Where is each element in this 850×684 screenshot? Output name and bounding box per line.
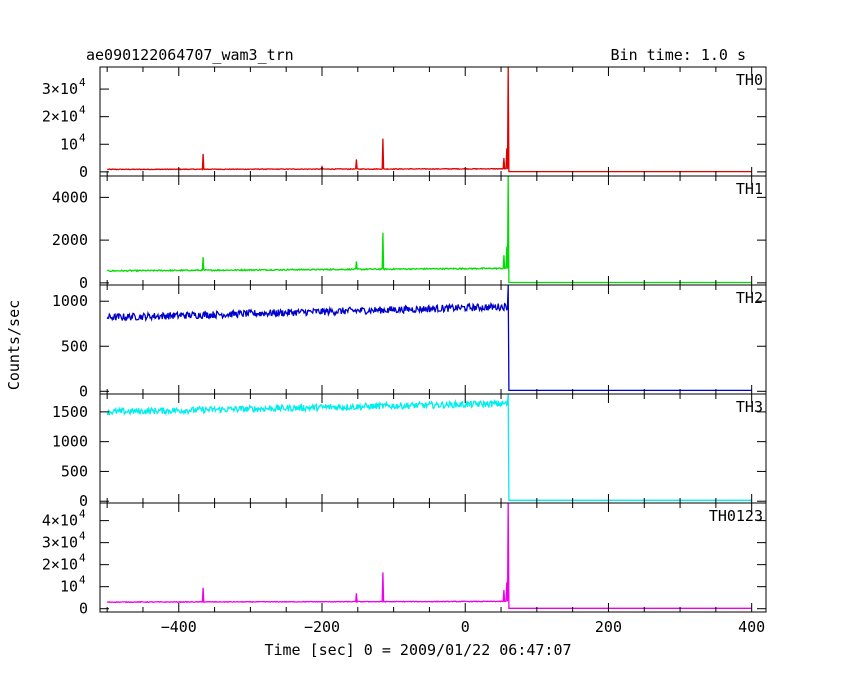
chart-title: ae090122064707_wam3_trn xyxy=(86,46,294,64)
series-th0123 xyxy=(106,502,752,609)
panel-label-th2: TH2 xyxy=(736,289,763,307)
panel-label-th0: TH0 xyxy=(736,71,763,89)
y-tick-exponent: 4 xyxy=(79,76,86,89)
y-tick-exponent: 4 xyxy=(79,530,86,543)
y-axis-label: Counts/sec xyxy=(5,300,23,390)
y-tick-exponent: 4 xyxy=(79,574,86,587)
y-tick-exponent: 4 xyxy=(79,104,86,117)
y-tick-label: 2000 xyxy=(52,231,88,249)
series-th2 xyxy=(106,284,752,392)
series-th0 xyxy=(107,66,752,173)
bin-time-label: Bin time: 1.0 s xyxy=(611,46,746,64)
series-th3 xyxy=(106,393,752,501)
y-tick-label: 1000 xyxy=(52,433,88,451)
y-tick-label: 1000 xyxy=(52,292,88,310)
x-tick-label: −400 xyxy=(161,618,197,636)
y-tick-label: 0 xyxy=(79,163,88,181)
y-tick-label: 4000 xyxy=(52,188,88,206)
y-tick-label: 3×10 xyxy=(42,80,78,98)
y-tick-label: 2×10 xyxy=(42,108,78,126)
panel-frame-th0123 xyxy=(99,502,767,613)
y-tick-label: 2×10 xyxy=(42,556,78,574)
y-tick-label: 10 xyxy=(60,135,78,153)
panel-frame-th2 xyxy=(99,284,767,395)
y-tick-label: 0 xyxy=(79,492,88,510)
x-tick-label: −200 xyxy=(304,618,340,636)
panel-label-th0123: TH0123 xyxy=(709,507,763,525)
y-tick-label: 10 xyxy=(60,578,78,596)
y-tick-label: 500 xyxy=(61,462,88,480)
x-tick-label: 200 xyxy=(595,618,622,636)
x-tick-label: 0 xyxy=(461,618,470,636)
panel-frame-th3 xyxy=(99,393,767,504)
panel-label-th1: TH1 xyxy=(736,180,763,198)
y-tick-label: 0 xyxy=(79,274,88,292)
y-tick-label: 4×10 xyxy=(42,512,78,530)
panel-label-th3: TH3 xyxy=(736,398,763,416)
series-th1 xyxy=(107,175,752,284)
y-tick-exponent: 4 xyxy=(79,552,86,565)
y-tick-label: 1500 xyxy=(52,403,88,421)
y-tick-label: 3×10 xyxy=(42,534,78,552)
y-tick-label: 500 xyxy=(61,337,88,355)
x-tick-label: 400 xyxy=(738,618,765,636)
y-tick-exponent: 4 xyxy=(79,508,86,521)
x-axis-label: Time [sec] 0 = 2009/01/22 06:47:07 xyxy=(264,641,571,659)
y-tick-exponent: 4 xyxy=(79,131,86,144)
y-tick-label: 0 xyxy=(79,600,88,618)
panel-frame-th0 xyxy=(99,66,767,177)
y-tick-label: 0 xyxy=(79,382,88,400)
